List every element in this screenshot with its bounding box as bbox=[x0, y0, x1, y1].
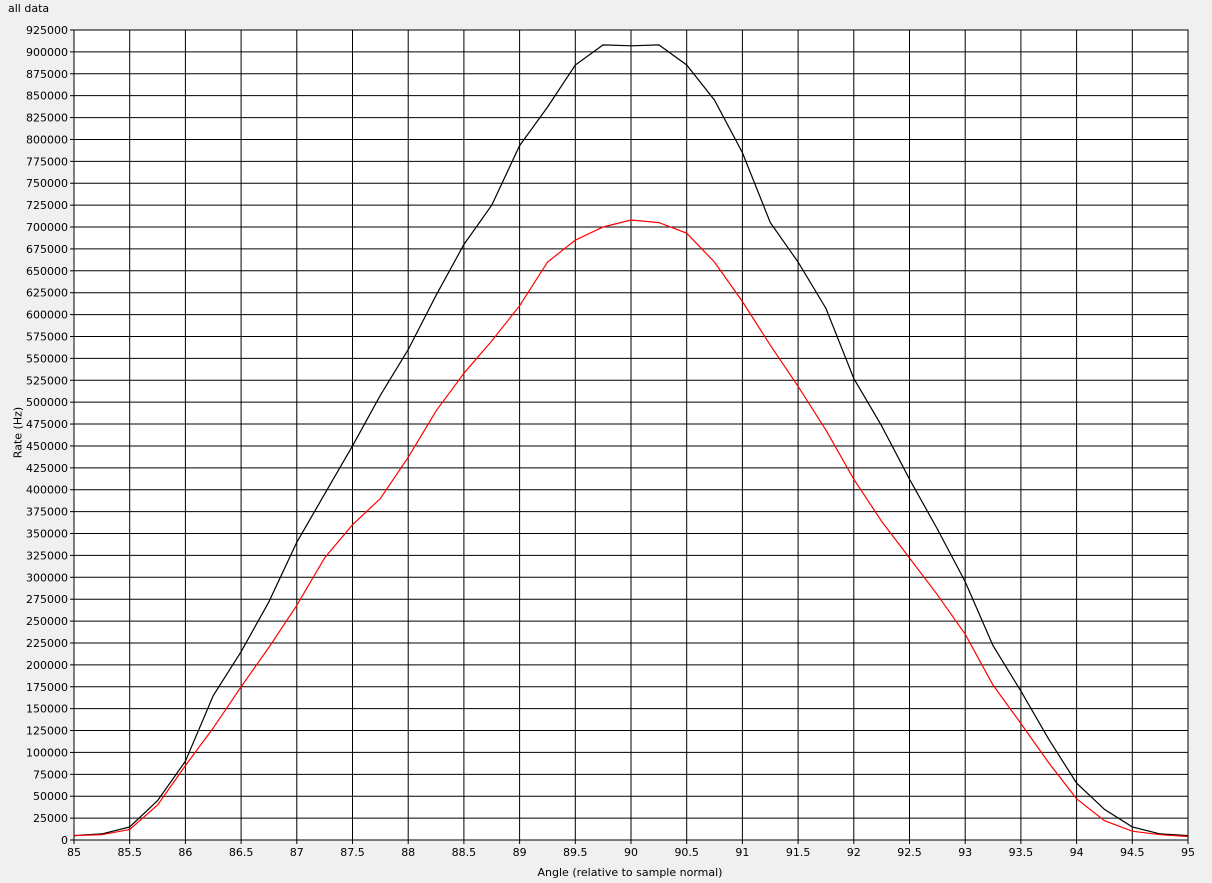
x-tick-label: 89.5 bbox=[563, 846, 588, 859]
x-tick-label: 94 bbox=[1070, 846, 1084, 859]
y-tick-label: 225000 bbox=[26, 637, 68, 650]
y-axis-label: Rate (Hz) bbox=[11, 406, 25, 459]
y-tick-label: 575000 bbox=[26, 330, 68, 343]
x-tick-label: 95 bbox=[1181, 846, 1195, 859]
x-tick-label: 92.5 bbox=[897, 846, 922, 859]
y-tick-label: 375000 bbox=[26, 506, 68, 519]
y-tick-label: 725000 bbox=[26, 199, 68, 212]
y-tick-label: 525000 bbox=[26, 374, 68, 387]
y-tick-label: 825000 bbox=[26, 112, 68, 125]
y-tick-label: 625000 bbox=[26, 287, 68, 300]
x-axis-label: Angle (relative to sample normal) bbox=[537, 866, 723, 879]
plot-border bbox=[73, 29, 1189, 841]
x-tick-label: 88.5 bbox=[452, 846, 477, 859]
y-tick-label: 100000 bbox=[26, 746, 68, 759]
y-tick-label: 500000 bbox=[26, 396, 68, 409]
series-lines bbox=[73, 44, 1189, 838]
y-tick-label: 200000 bbox=[26, 659, 68, 672]
y-tick-label: 925000 bbox=[26, 24, 68, 37]
y-tick-label: 600000 bbox=[26, 309, 68, 322]
y-tick-label: 50000 bbox=[33, 790, 68, 803]
x-tick-label: 93 bbox=[958, 846, 972, 859]
series-line-2 bbox=[73, 219, 1189, 838]
x-tick-label: 91 bbox=[735, 846, 749, 859]
x-tick-label: 86 bbox=[178, 846, 192, 859]
x-tick-label: 85.5 bbox=[117, 846, 142, 859]
y-tick-label: 25000 bbox=[33, 812, 68, 825]
y-tick-label: 875000 bbox=[26, 68, 68, 81]
y-tick-label: 0 bbox=[61, 834, 68, 847]
x-tick-label: 89 bbox=[513, 846, 527, 859]
y-tick-label: 400000 bbox=[26, 484, 68, 497]
y-tick-label: 425000 bbox=[26, 462, 68, 475]
x-tick-labels: 85 85.5 86 86.5 87 87.5 88 88.5 89 89.5 90 90.5 91 91… bbox=[67, 846, 1195, 859]
y-tick-labels: 0 25000 50000 75000 100000 125000 150000 175000… bbox=[26, 24, 68, 847]
y-tick-label: 475000 bbox=[26, 418, 68, 431]
y-tick-label: 550000 bbox=[26, 352, 68, 365]
x-tick-label: 86.5 bbox=[229, 846, 254, 859]
y-tick-label: 700000 bbox=[26, 221, 68, 234]
y-tick-label: 125000 bbox=[26, 725, 68, 738]
y-tick-label: 450000 bbox=[26, 440, 68, 453]
x-tick-label: 88 bbox=[401, 846, 415, 859]
y-tick-label: 75000 bbox=[33, 768, 68, 781]
x-tick-label: 87 bbox=[290, 846, 304, 859]
y-tick-label: 150000 bbox=[26, 703, 68, 716]
x-tick-label: 91.5 bbox=[786, 846, 811, 859]
chart-title: all data bbox=[8, 2, 50, 15]
y-tick-label: 775000 bbox=[26, 155, 68, 168]
y-tick-label: 750000 bbox=[26, 177, 68, 190]
x-tick-label: 87.5 bbox=[340, 846, 365, 859]
y-tick-label: 675000 bbox=[26, 243, 68, 256]
y-tick-label: 850000 bbox=[26, 90, 68, 103]
series-line-1 bbox=[73, 44, 1189, 837]
y-tick-label: 325000 bbox=[26, 549, 68, 562]
x-tick-label: 92 bbox=[847, 846, 861, 859]
y-tick-label: 350000 bbox=[26, 528, 68, 541]
y-tick-label: 650000 bbox=[26, 265, 68, 278]
x-tick-label: 90 bbox=[624, 846, 638, 859]
y-tick-label: 250000 bbox=[26, 615, 68, 628]
y-tick-label: 175000 bbox=[26, 681, 68, 694]
y-tick-label: 275000 bbox=[26, 593, 68, 606]
x-tick-label: 90.5 bbox=[674, 846, 699, 859]
y-tick-label: 800000 bbox=[26, 133, 68, 146]
y-tick-label: 900000 bbox=[26, 46, 68, 59]
x-tick-label: 93.5 bbox=[1009, 846, 1034, 859]
y-tick-label: 300000 bbox=[26, 571, 68, 584]
x-tick-label: 85 bbox=[67, 846, 81, 859]
x-tick-label: 94.5 bbox=[1120, 846, 1145, 859]
